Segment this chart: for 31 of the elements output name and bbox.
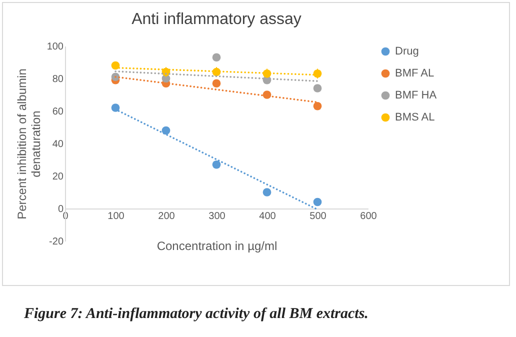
y-tick-label: 80 [52,74,64,85]
point [313,198,322,206]
legend-label: Drug [395,46,419,58]
y-tick-label: -20 [49,236,64,248]
caption: Figure 7: Anti-inflammatory activity of all BM extracts. [24,306,368,323]
x-tick-label: 500 [310,211,327,222]
legend-label: BMF HA [395,90,438,102]
point [212,79,221,88]
point [212,160,221,169]
point [212,53,221,62]
y-tick-label: 20 [52,172,64,182]
legend-label: BMF AL [395,68,434,80]
point [313,84,322,92]
x-tick-label: 400 [259,211,276,222]
point [111,104,120,112]
point [262,188,272,196]
point [313,102,322,110]
chart-title: Anti inflammatory assay [132,11,302,28]
y-tick-label: 0 [58,204,64,215]
y-axis-title: Percent inhibition of albumin denaturation [14,68,43,220]
y-tick-label: 60 [52,106,64,118]
x-tick-label: 600 [360,211,378,222]
y-tick-label: 100 [46,42,64,52]
x-axis-title: Concentration in µg/ml [156,239,278,253]
y-tick-label: 40 [52,139,64,150]
legend-label: BMS AL [395,112,435,124]
x-tick-label: 100 [108,211,125,222]
point [162,126,170,135]
x-tick-label: 200 [158,211,176,222]
point [111,61,120,70]
x-tick-label: 300 [208,211,226,222]
